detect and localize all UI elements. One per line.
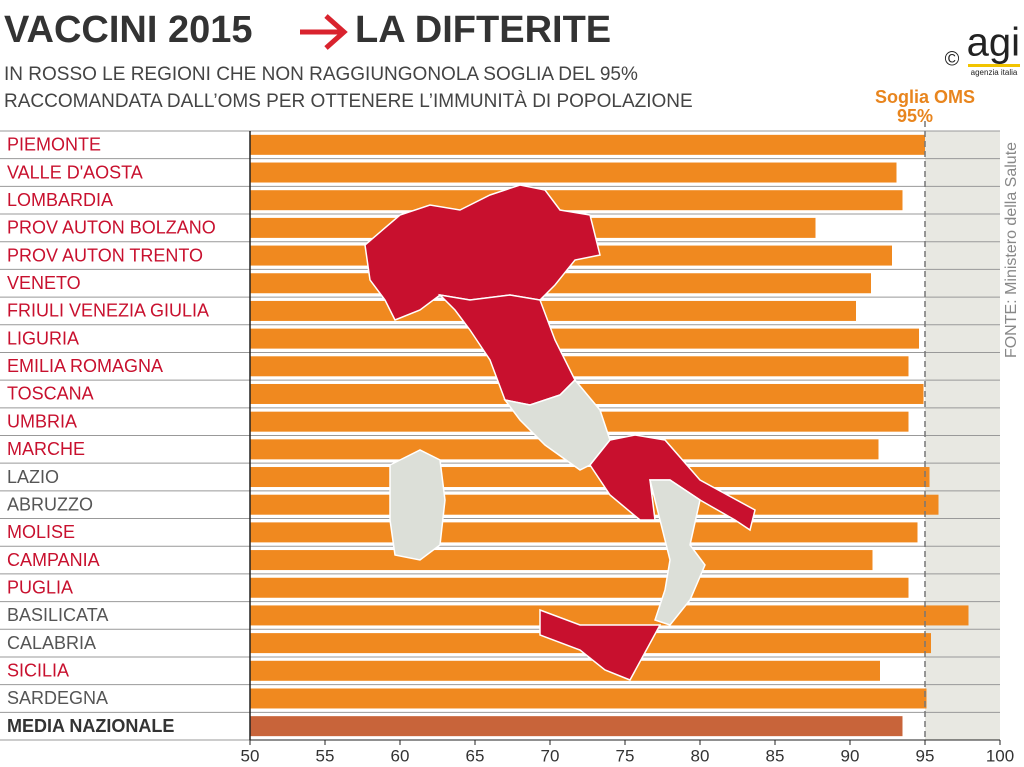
map-region: [364, 184, 601, 321]
category-label: TOSCANA: [7, 384, 94, 404]
category-label: ABRUZZO: [7, 494, 93, 514]
category-label: CAMPANIA: [7, 550, 100, 570]
x-tick-label: 90: [841, 746, 860, 765]
bar: [250, 467, 930, 488]
bar: [250, 134, 925, 155]
bar: [250, 577, 909, 598]
threshold-label: Soglia OMS: [875, 87, 975, 107]
category-label: VENETO: [7, 273, 81, 293]
source: FONTE: Ministero della Salute: [1003, 142, 1020, 358]
category-label: PROV AUTON TRENTO: [7, 245, 203, 265]
x-tick-label: 100: [986, 746, 1014, 765]
subtitle: RACCOMANDATA DALL’OMS PER OTTENERE L’IMM…: [4, 91, 693, 112]
category-label: SARDEGNA: [7, 688, 108, 708]
map-region: [589, 434, 756, 532]
category-label: MEDIA NAZIONALE: [7, 716, 174, 736]
logo-copyright: ©: [945, 48, 960, 70]
category-label: PUGLIA: [7, 578, 73, 598]
title-arrow: [300, 14, 348, 50]
category-label: EMILIA ROMAGNA: [7, 356, 163, 376]
bar: [250, 660, 880, 681]
subtitle: IN ROSSO LE REGIONI CHE NON RAGGIUNGONOL…: [4, 64, 638, 85]
x-tick-label: 75: [616, 746, 635, 765]
bar: [250, 356, 909, 377]
category-label: BASILICATA: [7, 605, 108, 625]
category-label: PIEMONTE: [7, 135, 101, 155]
bar: [250, 494, 939, 515]
map-region: [389, 449, 446, 561]
threshold-label: 95%: [897, 106, 933, 126]
bar: [250, 162, 897, 183]
italy-map: [364, 184, 756, 681]
logo-tagline: agenzia italia: [971, 68, 1018, 77]
category-label: MOLISE: [7, 522, 75, 542]
bar: [250, 522, 918, 543]
x-tick-label: 50: [241, 746, 260, 765]
x-tick-label: 95: [916, 746, 935, 765]
category-label: VALLE D'AOSTA: [7, 162, 143, 182]
bar: [250, 716, 903, 737]
chart-title: LA DIFTERITE: [355, 9, 611, 51]
bar: [250, 190, 903, 211]
x-tick-label: 55: [316, 746, 335, 765]
category-label: UMBRIA: [7, 411, 77, 431]
x-tick-label: 60: [391, 746, 410, 765]
bar: [250, 605, 969, 626]
category-label: LOMBARDIA: [7, 190, 113, 210]
category-label: SICILIA: [7, 661, 69, 681]
category-label: MARCHE: [7, 439, 85, 459]
category-label: LIGURIA: [7, 328, 79, 348]
logo: agi: [967, 21, 1020, 65]
category-label: PROV AUTON BOLZANO: [7, 218, 216, 238]
bar: [250, 328, 919, 349]
x-tick-label: 85: [766, 746, 785, 765]
category-label: LAZIO: [7, 467, 59, 487]
bar: [250, 688, 927, 709]
map-region: [649, 479, 706, 626]
x-tick-label: 70: [541, 746, 560, 765]
logo-bar: [968, 64, 1020, 67]
x-tick-label: 65: [466, 746, 485, 765]
bar: [250, 550, 873, 571]
category-label: CALABRIA: [7, 633, 96, 653]
x-tick-label: 80: [691, 746, 710, 765]
category-label: FRIULI VENEZIA GIULIA: [7, 301, 209, 321]
map-region: [539, 608, 662, 681]
bar: [250, 300, 856, 321]
chart-title: VACCINI 2015: [4, 9, 253, 51]
